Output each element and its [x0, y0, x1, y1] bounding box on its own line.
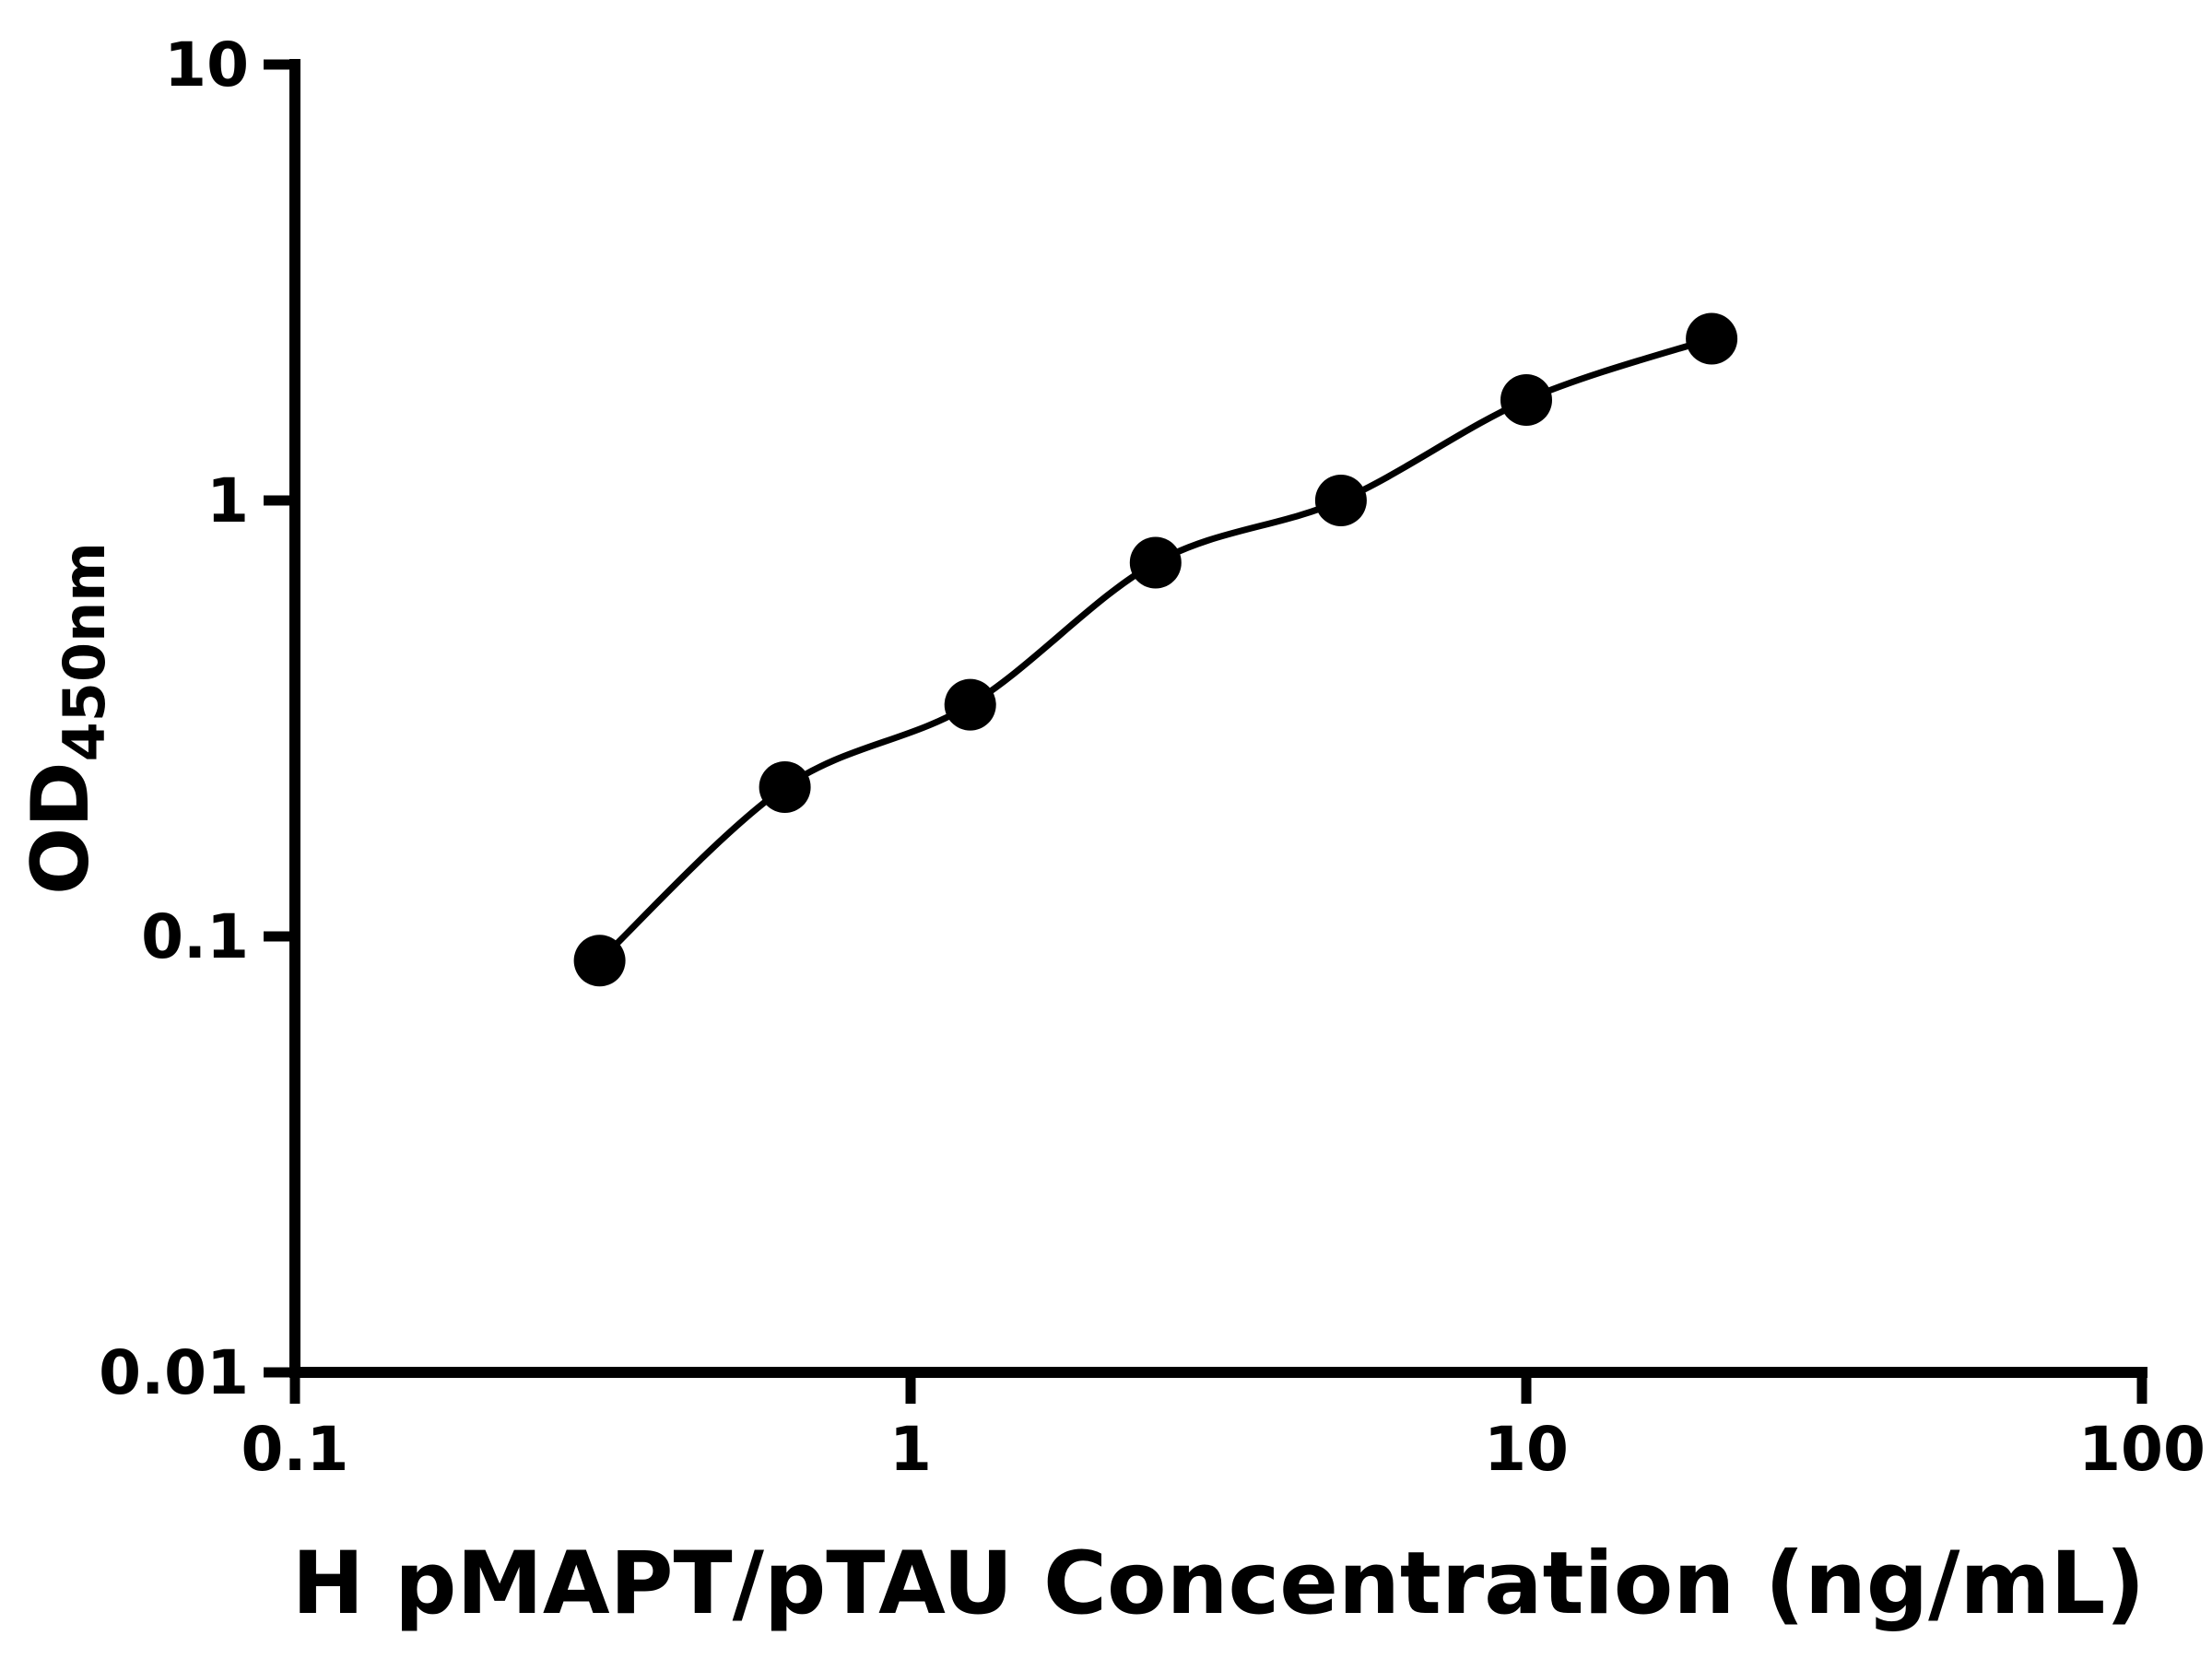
axis-titles: H pMAPT/pTAU Concentration (ng/mL) OD450n… — [15, 542, 2145, 1634]
x-tick-label: 10 — [1484, 1414, 1569, 1485]
fitted-curve — [597, 335, 1713, 963]
data-point-1 — [759, 761, 811, 813]
x-tick-label: 1 — [889, 1414, 932, 1485]
standard-curve-line — [597, 335, 1713, 963]
y-tick-label: 0.01 — [99, 1337, 249, 1408]
y-tick-label: 10 — [164, 29, 249, 100]
data-points — [573, 312, 1738, 987]
axis-lines — [289, 59, 2147, 1378]
data-point-0 — [573, 935, 626, 987]
y-axis-title-subscript: 450nm — [51, 542, 118, 761]
data-point-3 — [1129, 536, 1182, 589]
data-point-2 — [944, 678, 996, 731]
y-tick-label: 0.1 — [141, 901, 249, 972]
y-axis-title: OD450nm — [15, 542, 118, 895]
axis-ticks — [264, 59, 2147, 1404]
y-axis-title-main: OD — [15, 761, 107, 895]
data-point-6 — [1686, 312, 1738, 365]
x-axis-title: H pMAPT/pTAU Concentration (ng/mL) — [292, 1534, 2146, 1634]
axes — [289, 59, 2147, 1378]
data-point-5 — [1500, 374, 1552, 426]
y-tick-label: 1 — [206, 465, 249, 536]
data-point-4 — [1314, 475, 1367, 526]
x-tick-label: 100 — [2078, 1414, 2206, 1485]
x-tick-label: 0.1 — [241, 1414, 349, 1485]
